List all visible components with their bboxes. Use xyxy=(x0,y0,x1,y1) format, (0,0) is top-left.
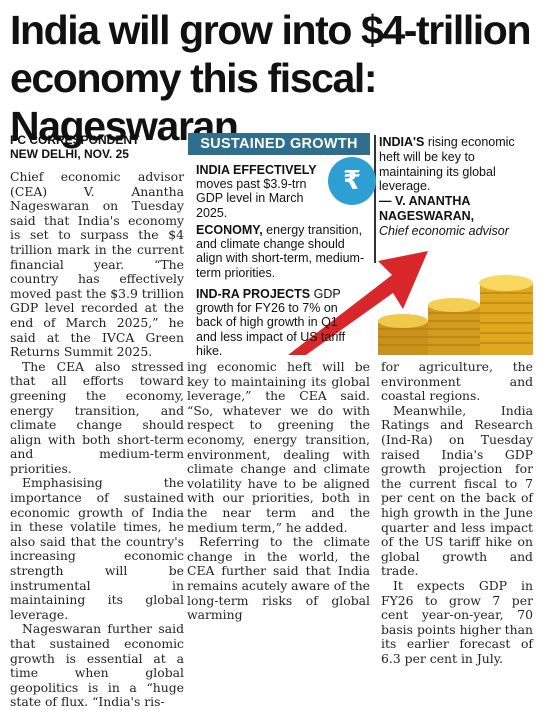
quote-text: rising economic heft will be key to main… xyxy=(379,135,515,194)
paragraph: for agriculture, the environment and coa… xyxy=(381,359,533,404)
paragraph: The CEA also stressed that all efforts t… xyxy=(10,358,184,476)
fact-3-lead: IND-RA PROJECTS xyxy=(196,287,311,301)
headline: India will grow into $4-trillion economy… xyxy=(10,6,535,150)
article-column-1: Chief economic advisor (CEA) V. Anantha … xyxy=(10,169,184,710)
fact-3-text: GDP growth for FY26 to 7% on back of hig… xyxy=(196,287,346,358)
byline-author: FC CORRESPONDENT xyxy=(10,133,140,147)
article-column-2: ing economic heft will be key to maintai… xyxy=(187,359,371,623)
fact-1-lead: INDIA EFFECTIVELY xyxy=(196,163,317,177)
paragraph: Chief economic advisor (CEA) V. Anantha … xyxy=(10,169,184,360)
headline-line-2: economy this fiscal: Nageswaran xyxy=(10,55,378,149)
byline-dateline: NEW DELHI, NOV. 25 xyxy=(10,147,129,161)
coin-stacks xyxy=(378,275,533,355)
quote-divider xyxy=(374,135,376,263)
coin-stack-arrow-illustration xyxy=(288,251,533,355)
quote-role: Chief economic advisor xyxy=(379,223,509,238)
paragraph: Meanwhile, India Ratings and Research (I… xyxy=(381,402,533,579)
paragraph: Referring to the climate change in the w… xyxy=(187,534,371,623)
paragraph: ing economic heft will be key to maintai… xyxy=(187,359,370,535)
rupee-bag-icon: ₹ xyxy=(328,157,376,205)
paragraph: It expects GDP in FY26 to grow 7 per cen… xyxy=(381,577,533,666)
paragraph: Emphasising the importance of sustained … xyxy=(10,475,184,622)
paragraph: Nageswaran further said that sustained e… xyxy=(10,621,184,710)
growth-arrow xyxy=(288,251,428,355)
fact-1-text: moves past $3.9-trn GDP level in March 2… xyxy=(196,177,307,220)
quote-attribution: — V. ANANTHA NAGESWARAN, xyxy=(379,194,475,223)
article-column-3: for agriculture, the environment and coa… xyxy=(381,359,533,666)
fact-3: IND-RA PROJECTS GDP growth for FY26 to 7… xyxy=(196,287,362,358)
fact-2: ECONOMY, energy transition, and climate … xyxy=(196,223,372,280)
fact-2-lead: ECONOMY, xyxy=(196,223,263,237)
byline: FC CORRESPONDENT NEW DELHI, NOV. 25 xyxy=(10,133,139,161)
infographic: SUSTAINED GROWTH ₹ INDIA EFFECTIVELY mov… xyxy=(188,133,533,358)
headline-line-1: India will grow into $4-trillion xyxy=(10,7,531,53)
infobox-banner: SUSTAINED GROWTH xyxy=(188,133,370,155)
pull-quote: INDIA'S rising economic heft will be key… xyxy=(379,135,529,239)
fact-2-text: energy transition, and climate change sh… xyxy=(196,223,365,280)
quote-lead: INDIA'S xyxy=(379,135,425,149)
fact-1: INDIA EFFECTIVELY moves past $3.9-trn GD… xyxy=(196,163,321,220)
